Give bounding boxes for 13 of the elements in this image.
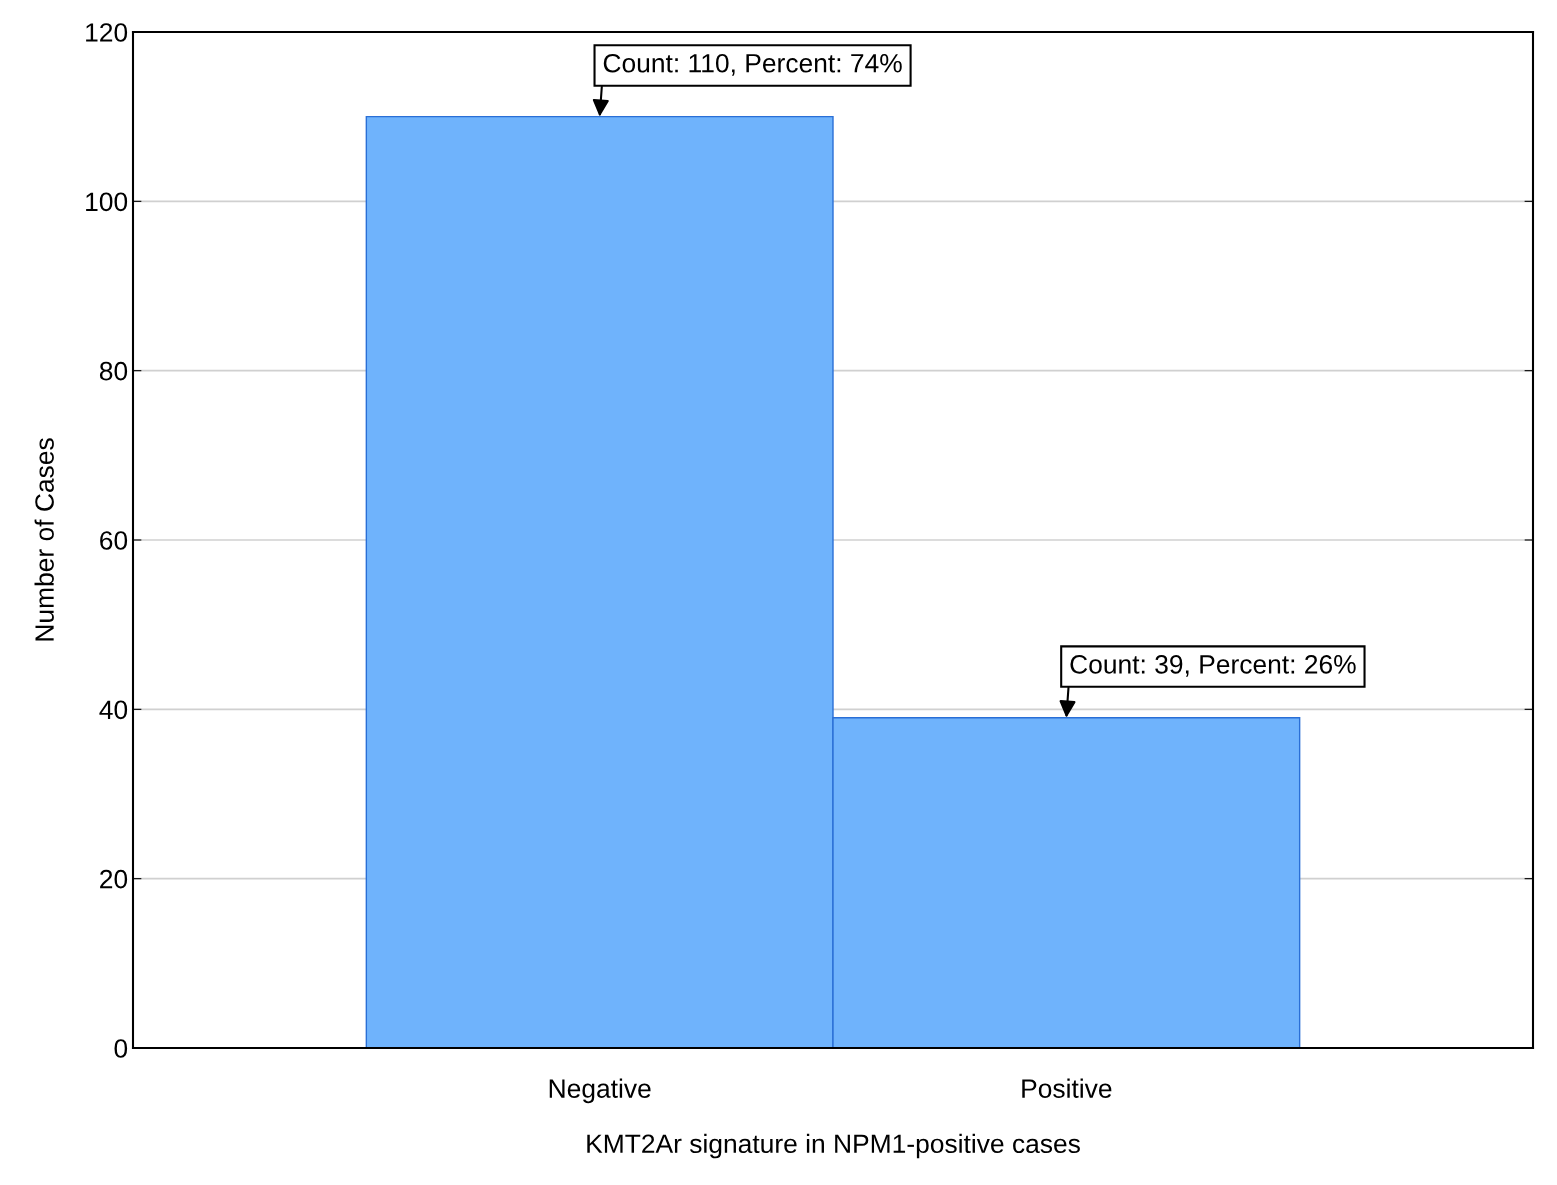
y-tick-label: 120 — [86, 23, 128, 42]
x-tick-label: Negative — [549, 1078, 651, 1104]
y-tick-label: 100 — [86, 192, 128, 212]
y-tick-label: 0 — [114, 1039, 128, 1058]
y-axis-title: Number of Cases — [34, 438, 54, 641]
y-tick-label: 80 — [99, 361, 128, 381]
y-tick-label: 60 — [100, 531, 128, 550]
y-tick-label: 40 — [99, 700, 128, 720]
x-tick-label: Positive — [1022, 1078, 1112, 1098]
y-tick-label: 20 — [100, 869, 128, 889]
x-axis-title: KMT2Ar signature in NPM1-positive cases — [587, 1133, 1080, 1159]
annotation: Count: 110, Percent: 74% — [603, 53, 902, 76]
annotation: Count: 39, Percent: 26% — [1070, 655, 1356, 677]
